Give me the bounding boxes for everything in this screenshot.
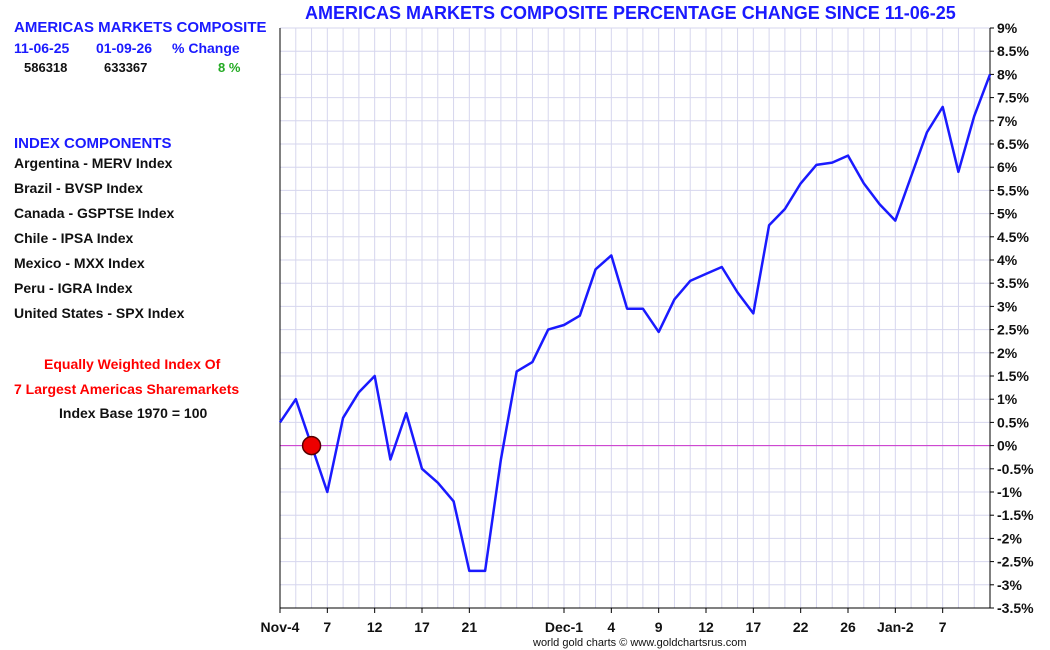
y-tick-label: 9%	[997, 20, 1018, 36]
component-item: Peru - IGRA Index	[14, 280, 133, 296]
note-line-1: Equally Weighted Index Of	[44, 356, 221, 372]
x-tick-label: 4	[607, 619, 615, 635]
y-tick-label: 8.5%	[997, 43, 1029, 59]
y-tick-labels: -3.5% -3% -2.5% -2% -1.5% -1% -0.5% 0% 0.5% 1% 1.5…	[997, 20, 1034, 616]
start-value: 586318	[24, 60, 68, 75]
note-line-3: Index Base 1970 = 100	[59, 405, 208, 421]
y-tick-label: -3.5%	[997, 600, 1034, 616]
y-tick-label: 2.5%	[997, 322, 1029, 338]
x-tick-label: 21	[462, 619, 478, 635]
y-tick-label: -1.5%	[997, 507, 1034, 523]
y-tick-label: 0%	[997, 438, 1018, 454]
grid	[279, 27, 991, 609]
y-tick-label: 7.5%	[997, 90, 1029, 106]
y-tick-label: 7%	[997, 113, 1018, 129]
composite-title: AMERICAS MARKETS COMPOSITE	[14, 19, 267, 36]
x-tick-label: 7	[939, 619, 947, 635]
x-tick-label: 12	[698, 619, 714, 635]
note-line-2: 7 Largest Americas Sharemarkets	[14, 381, 240, 397]
x-tick-label: 9	[655, 619, 663, 635]
x-tick-label: Nov-4	[261, 619, 300, 635]
x-tick-label: Jan-2	[877, 619, 914, 635]
y-tick-label: 4.5%	[997, 229, 1029, 245]
y-tick-label: 2%	[997, 345, 1018, 361]
y-tick-label: -0.5%	[997, 461, 1034, 477]
x-tick-label: 22	[793, 619, 809, 635]
end-date-label: 01-09-26	[96, 40, 153, 56]
y-tick-label: 1%	[997, 391, 1018, 407]
y-tick-label: 1.5%	[997, 368, 1029, 384]
x-tick-label: 12	[367, 619, 383, 635]
component-item: Argentina - MERV Index	[14, 155, 173, 171]
y-tick-label: -2%	[997, 530, 1022, 546]
y-tick-label: 3.5%	[997, 275, 1029, 291]
component-item: Mexico - MXX Index	[14, 255, 145, 271]
x-tick-label: 17	[414, 619, 430, 635]
component-item: Canada - GSPTSE Index	[14, 205, 175, 221]
composite-line	[278, 73, 992, 573]
x-tick-label: 7	[323, 619, 331, 635]
y-tick-label: 3%	[997, 298, 1018, 314]
y-tick-label: -3%	[997, 577, 1022, 593]
end-value: 633367	[104, 60, 148, 75]
y-tick-label: 6%	[997, 159, 1018, 175]
component-item: Brazil - BVSP Index	[14, 180, 143, 196]
chart-title: AMERICAS MARKETS COMPOSITE PERCENTAGE CH…	[305, 3, 956, 23]
change-label: % Change	[172, 40, 240, 56]
y-tick-label: 0.5%	[997, 414, 1029, 430]
y-tick-label: 8%	[997, 66, 1018, 82]
component-item: Chile - IPSA Index	[14, 230, 134, 246]
y-tick-label: 6.5%	[997, 136, 1029, 152]
axes	[279, 27, 994, 613]
y-tick-label: 5.5%	[997, 182, 1029, 198]
y-tick-label: -2.5%	[997, 554, 1034, 570]
start-date-label: 11-06-25	[14, 40, 70, 56]
y-tick-label: 5%	[997, 206, 1018, 222]
start-marker	[301, 435, 322, 456]
component-item: United States - SPX Index	[14, 305, 185, 321]
y-tick-label: -1%	[997, 484, 1022, 500]
x-tick-labels: Nov-4 7 12 17 21 Dec-1 4 9 12 17 22 26 Jan-2 7	[261, 619, 947, 635]
x-tick-label: Dec-1	[545, 619, 583, 635]
y-tick-label: 4%	[997, 252, 1018, 268]
components-heading: INDEX COMPONENTS	[14, 135, 172, 152]
change-value: 8 %	[218, 60, 241, 75]
x-tick-label: 17	[746, 619, 762, 635]
credit-text: world gold charts © www.goldchartsrus.co…	[533, 637, 747, 649]
x-tick-label: 26	[840, 619, 856, 635]
